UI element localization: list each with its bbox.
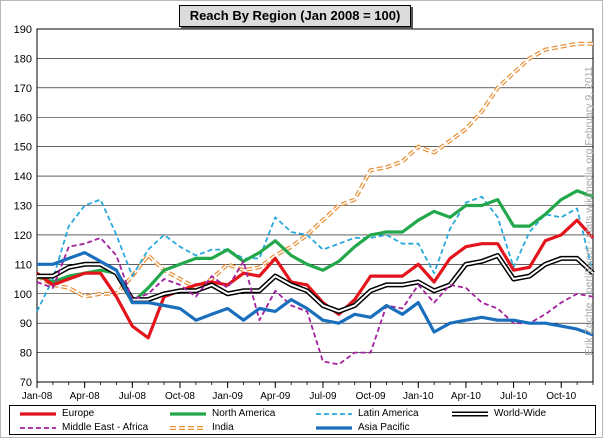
x-tick-label-jan-08: Jan-08 [22,391,53,402]
y-tick-label-110: 110 [14,259,32,271]
legend-swatch-north-america [168,407,208,421]
legend-swatch-europe [18,407,58,421]
legend-label-north-america: North America [212,407,275,421]
legend: Europe North America Latin America World… [9,405,596,435]
legend-label-middle-east-africa: Middle East - Africa [62,421,148,435]
legend-label-europe: Europe [62,407,94,421]
y-tick-label-100: 100 [14,289,32,301]
x-tick-label-jan-09: Jan-09 [212,391,243,402]
x-tick-label-jan-10: Jan-10 [403,391,434,402]
y-tick-label-90: 90 [20,318,32,330]
x-tick-label-apr-09: Apr-09 [260,391,290,402]
chart-title: Reach By Region (Jan 2008 = 100) [179,5,411,27]
y-tick-label-190: 190 [14,24,32,36]
credit-text: Erik Zachte - perl/Excel - stats.wikimed… [583,66,595,355]
legend-swatch-middle-east-africa [18,421,58,435]
y-tick-label-80: 80 [20,348,32,360]
legend-swatch-asia-pacific [314,421,354,435]
y-tick-label-120: 120 [14,230,32,242]
x-tick-label-oct-08: Oct-08 [165,391,195,402]
y-tick-label-130: 130 [14,201,32,213]
y-tick-label-170: 170 [14,83,32,95]
x-tick-label-apr-10: Apr-10 [451,391,481,402]
legend-label-india: India [212,421,234,435]
y-tick-label-70: 70 [20,377,32,389]
x-tick-label-jul-10: Jul-10 [500,391,528,402]
legend-label-world-wide: World-Wide [494,407,546,421]
x-tick-label-jul-09: Jul-09 [309,391,337,402]
y-tick-label-160: 160 [14,112,32,124]
legend-swatch-india [168,421,208,435]
legend-swatch-latin-america [314,407,354,421]
x-tick-label-oct-09: Oct-09 [356,391,386,402]
y-tick-label-140: 140 [14,171,32,183]
x-tick-label-jul-08: Jul-08 [119,391,147,402]
x-tick-label-apr-08: Apr-08 [70,391,100,402]
legend-label-latin-america: Latin America [358,407,419,421]
legend-label-asia-pacific: Asia Pacific [358,421,410,435]
y-tick-label-150: 150 [14,142,32,154]
y-tick-label-180: 180 [14,53,32,65]
x-tick-label-oct-10: Oct-10 [546,391,576,402]
legend-swatch-world-wide [450,407,490,421]
